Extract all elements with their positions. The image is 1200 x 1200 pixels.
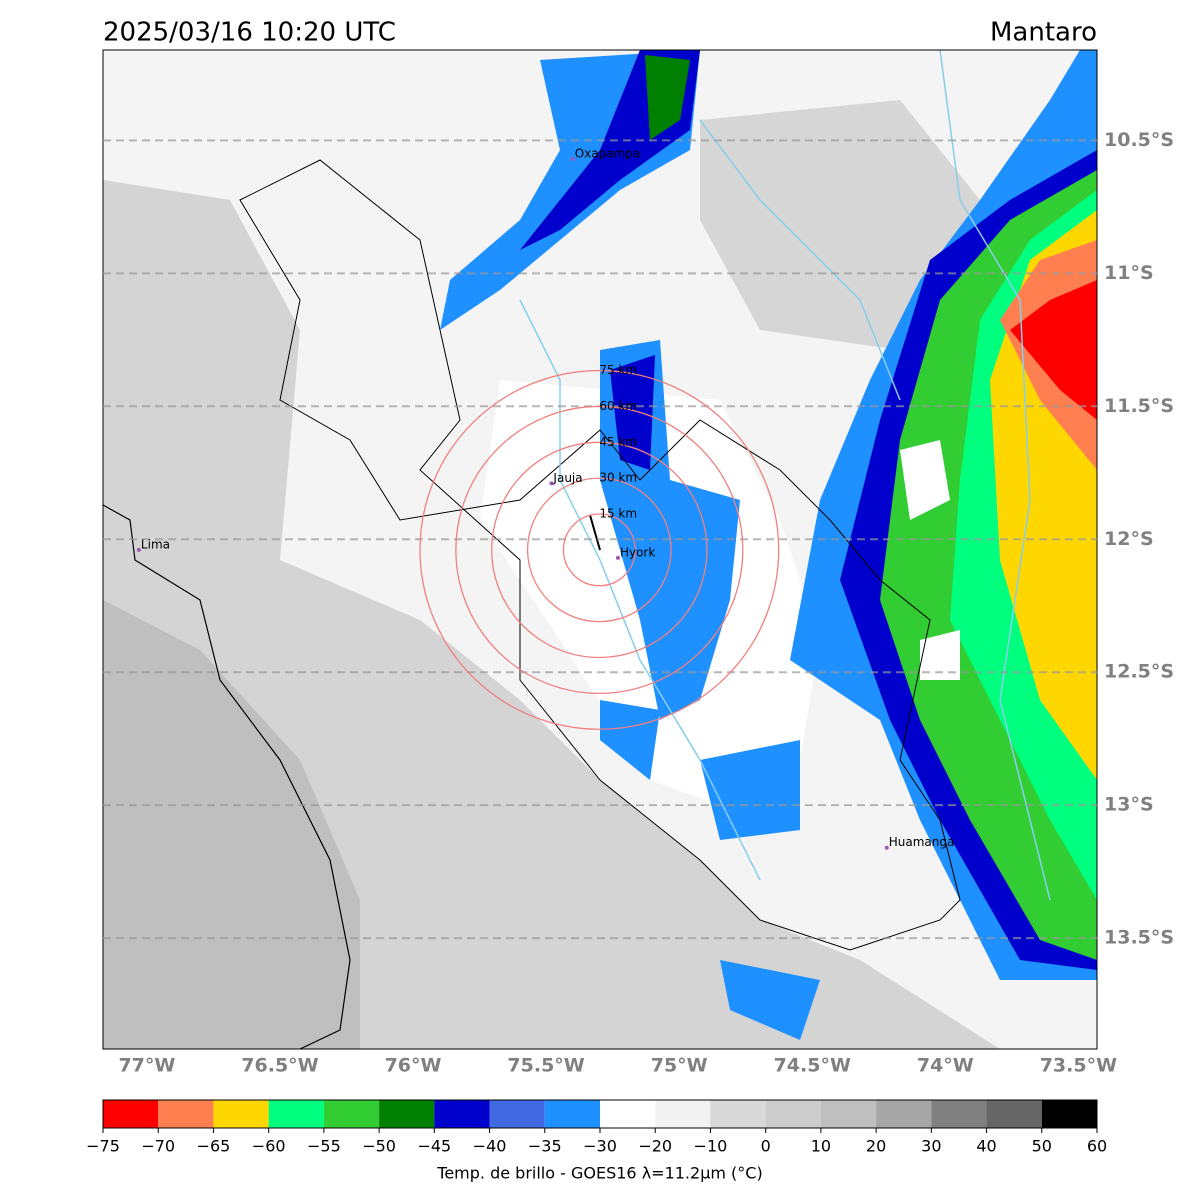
colorbar-tick-label: −30 [583, 1137, 617, 1156]
colorbar-segment [103, 1100, 159, 1128]
range-ring [455, 405, 744, 695]
colorbar-segment [489, 1100, 545, 1128]
place-marker [570, 157, 575, 162]
colorbar-segment [379, 1100, 435, 1128]
lon-label: 74°W [917, 1055, 974, 1077]
colorbar-tick-label: −55 [307, 1137, 341, 1156]
range-label: 45 km [599, 435, 637, 449]
colorbar-tick-label: 50 [1032, 1137, 1052, 1156]
lat-label: 12.5°S [1104, 661, 1174, 683]
colorbar-tick-label: −45 [417, 1137, 451, 1156]
colorbar-segment [600, 1100, 656, 1128]
lon-label: 73.5°W [1040, 1055, 1117, 1077]
colorbar-segment [544, 1100, 600, 1128]
colorbar-segment [213, 1100, 269, 1128]
radar-beam [589, 514, 601, 551]
colorbar-tick-label: −10 [694, 1137, 728, 1156]
river [519, 50, 1051, 901]
range-label: 60 km [599, 399, 637, 413]
basin-border [239, 159, 961, 951]
place-marker [136, 547, 141, 552]
place-marker [615, 555, 620, 560]
lat-label: 11°S [1104, 262, 1154, 284]
place-label: Hyork [620, 545, 655, 559]
cloud-area [600, 700, 820, 1040]
colorbar-segment [876, 1100, 932, 1128]
colorbar-tick-label: 30 [921, 1137, 941, 1156]
colorbar-tick-label: 40 [976, 1137, 996, 1156]
colorbar-label: Temp. de brillo - GOES16 λ=11.2μm (°C) [436, 1164, 762, 1183]
colorbar-segment [268, 1100, 324, 1128]
colorbar-segment [655, 1100, 711, 1128]
colorbar-tick-label: −35 [528, 1137, 562, 1156]
cloud-area [700, 100, 980, 350]
place-label: Jauja [552, 471, 582, 485]
lon-label: 77°W [118, 1055, 175, 1077]
colorbar-tick-label: −75 [86, 1137, 120, 1156]
colorbar-segment [1041, 1100, 1097, 1128]
lon-label: 74.5°W [774, 1055, 851, 1077]
lat-label: 11.5°S [1104, 395, 1174, 417]
colorbar-tick-label: 0 [761, 1137, 771, 1156]
lat-label: 10.5°S [1104, 129, 1174, 151]
colorbar-segment [986, 1100, 1042, 1128]
cloud-free-area [103, 600, 360, 1049]
cloud-area [1010, 280, 1097, 420]
lon-label: 75°W [651, 1055, 708, 1077]
colorbar-tick-label: −65 [197, 1137, 231, 1156]
colorbar-segment [323, 1100, 380, 1128]
lat-label: 12°S [1104, 528, 1154, 550]
colorbar-segment [158, 1100, 214, 1128]
range-ring [526, 477, 672, 623]
satellite-field [103, 50, 1097, 1049]
range-label: 15 km [599, 507, 637, 521]
lon-label: 75.5°W [507, 1055, 584, 1077]
colorbar-tick-label: −60 [252, 1137, 286, 1156]
colorbar-tick-label: −70 [141, 1137, 175, 1156]
range-label: 30 km [599, 471, 637, 485]
colorbar-tick-label: 20 [866, 1137, 886, 1156]
place-label: Lima [141, 537, 170, 551]
range-label: 75 km [599, 363, 637, 377]
lon-label: 76°W [385, 1055, 442, 1077]
place-label: Oxapampa [575, 147, 641, 161]
colorbar-segment [765, 1100, 821, 1128]
lon-label: 76.5°W [241, 1055, 318, 1077]
colorbar-segment [434, 1100, 490, 1128]
colorbar-segment [820, 1100, 877, 1128]
lat-label: 13.5°S [1104, 927, 1174, 949]
title: 2025/03/16 10:20 UTC [103, 18, 396, 48]
place-label: Huamanga [889, 835, 955, 849]
place-marker [884, 845, 889, 850]
cloud-area [610, 355, 655, 470]
colorbar-segment [710, 1100, 766, 1128]
colorbar-tick-label: 10 [811, 1137, 831, 1156]
range-ring [419, 369, 780, 730]
region: Mantaro [990, 18, 1097, 48]
range-ring [562, 513, 636, 587]
colorbar-tick-label: 60 [1087, 1137, 1107, 1156]
cloud-area [645, 55, 690, 140]
place-marker [549, 481, 554, 486]
colorbar-segment [931, 1100, 987, 1128]
colorbar-tick-label: −20 [638, 1137, 672, 1156]
lat-label: 13°S [1104, 794, 1154, 816]
map-frame [102, 49, 1098, 1050]
cloud-gap [900, 440, 960, 680]
range-ring [491, 441, 708, 659]
colorbar-tick-label: −50 [362, 1137, 396, 1156]
colorbar-tick-label: −40 [473, 1137, 507, 1156]
